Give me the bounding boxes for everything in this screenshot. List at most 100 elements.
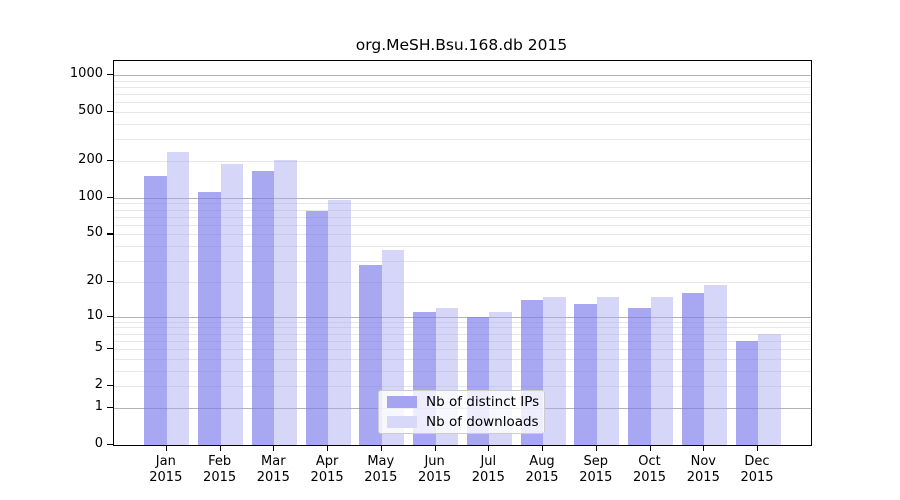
x-tick: [327, 445, 329, 451]
bar-distinct-ips: [574, 303, 597, 445]
legend-entry-distinct-ips: Nb of distinct IPs: [387, 394, 544, 410]
gridline-minor: [114, 333, 811, 335]
gridline-minor: [114, 261, 811, 263]
y-tick-label: 10: [86, 307, 103, 323]
plot-area: [113, 60, 812, 446]
y-tick-label: 1: [94, 398, 103, 414]
y-tick-label: 50: [86, 225, 103, 241]
x-tick-label: Sep 2015: [579, 454, 613, 485]
x-tick: [488, 445, 490, 451]
x-tick-label: Jan 2015: [149, 454, 183, 485]
x-tick-label: Mar 2015: [256, 454, 290, 485]
x-tick: [542, 445, 544, 451]
bar-downloads: [274, 159, 297, 445]
x-tick: [703, 445, 705, 451]
x-tick-label: Nov 2015: [686, 454, 720, 485]
bar-downloads: [543, 296, 566, 445]
bar-downloads: [328, 200, 351, 445]
y-tick-label: 100: [78, 188, 103, 204]
gridline-minor: [114, 161, 811, 162]
gridline-minor: [114, 124, 811, 125]
y-tick: [107, 315, 113, 317]
x-tick: [649, 445, 651, 451]
y-tick-label: 500: [78, 103, 103, 118]
x-tick-label: Jun 2015: [418, 454, 452, 485]
x-tick: [434, 445, 436, 451]
bar-downloads: [758, 333, 781, 445]
bar-distinct-ips: [251, 171, 275, 445]
legend-swatch-distinct-ips: [387, 396, 417, 408]
y-tick: [107, 406, 113, 409]
y-tick-label: 1000: [69, 66, 103, 81]
gridline-minor: [114, 370, 811, 372]
bar-downloads: [220, 163, 243, 445]
legend-entry-downloads: Nb of downloads: [387, 414, 544, 430]
legend-label-distinct-ips: Nb of distinct IPs: [426, 394, 540, 410]
y-tick: [107, 160, 113, 162]
bar-distinct-ips: [359, 264, 382, 445]
y-tick: [107, 233, 113, 235]
gridline-major: [114, 197, 811, 199]
bar-downloads: [650, 296, 673, 445]
y-tick: [107, 348, 113, 350]
bar-downloads: [166, 152, 190, 445]
legend-swatch-downloads: [387, 416, 417, 428]
gridline-minor: [114, 112, 811, 113]
x-tick-label: Jul 2015: [471, 454, 505, 485]
chart-title: org.MeSH.Bsu.168.db 2015: [355, 36, 568, 54]
x-tick-label: Apr 2015: [310, 454, 344, 485]
gridline-minor: [114, 386, 811, 388]
gridline-minor: [114, 224, 811, 226]
gridline-minor: [114, 102, 811, 104]
x-tick: [219, 445, 221, 451]
gridline-minor: [114, 94, 811, 95]
legend: Nb of distinct IPs Nb of downloads: [378, 390, 545, 434]
gridline-minor: [114, 349, 811, 350]
y-tick: [107, 196, 113, 198]
legend-label-downloads: Nb of downloads: [426, 414, 539, 430]
gridline-minor: [114, 281, 811, 283]
y-tick-label: 5: [94, 340, 103, 355]
y-tick: [107, 385, 113, 387]
gridline-minor: [114, 321, 811, 323]
gridline-minor: [114, 246, 811, 248]
gridline-minor: [114, 139, 811, 141]
y-tick: [107, 111, 113, 113]
y-tick: [107, 280, 113, 283]
bar-distinct-ips: [305, 211, 329, 445]
gridline-minor: [114, 327, 811, 329]
bar-distinct-ips: [681, 293, 705, 445]
y-tick-label: 20: [86, 272, 103, 288]
x-tick-label: Dec 2015: [740, 454, 774, 485]
x-tick-label: May 2015: [364, 454, 398, 485]
x-tick: [273, 445, 275, 451]
x-tick-label: Feb 2015: [203, 454, 237, 485]
y-tick: [107, 444, 113, 446]
x-tick: [380, 445, 382, 451]
x-tick: [595, 445, 597, 451]
bar-downloads: [596, 296, 620, 445]
gridline-minor: [114, 209, 811, 211]
gridline-minor: [114, 340, 811, 342]
x-tick: [165, 445, 167, 451]
bar-downloads: [704, 284, 727, 445]
gridline-minor: [114, 216, 811, 218]
y-tick-label: 0: [94, 436, 103, 451]
bar-distinct-ips: [735, 340, 758, 445]
gridline-minor: [114, 86, 811, 88]
bar-distinct-ips: [198, 191, 221, 445]
x-tick: [757, 445, 759, 451]
bar-distinct-ips: [144, 176, 167, 445]
gridline-minor: [114, 358, 811, 360]
gridline-minor: [114, 234, 811, 236]
x-tick-label: Oct 2015: [632, 454, 667, 485]
gridline-major: [114, 75, 811, 76]
gridline-minor: [114, 203, 811, 205]
x-tick-label: Aug 2015: [525, 454, 559, 485]
gridline-minor: [114, 80, 811, 82]
gridline-major: [114, 316, 811, 318]
y-tick: [107, 74, 113, 76]
y-tick-label: 2: [94, 377, 103, 393]
bar-distinct-ips: [628, 307, 651, 445]
